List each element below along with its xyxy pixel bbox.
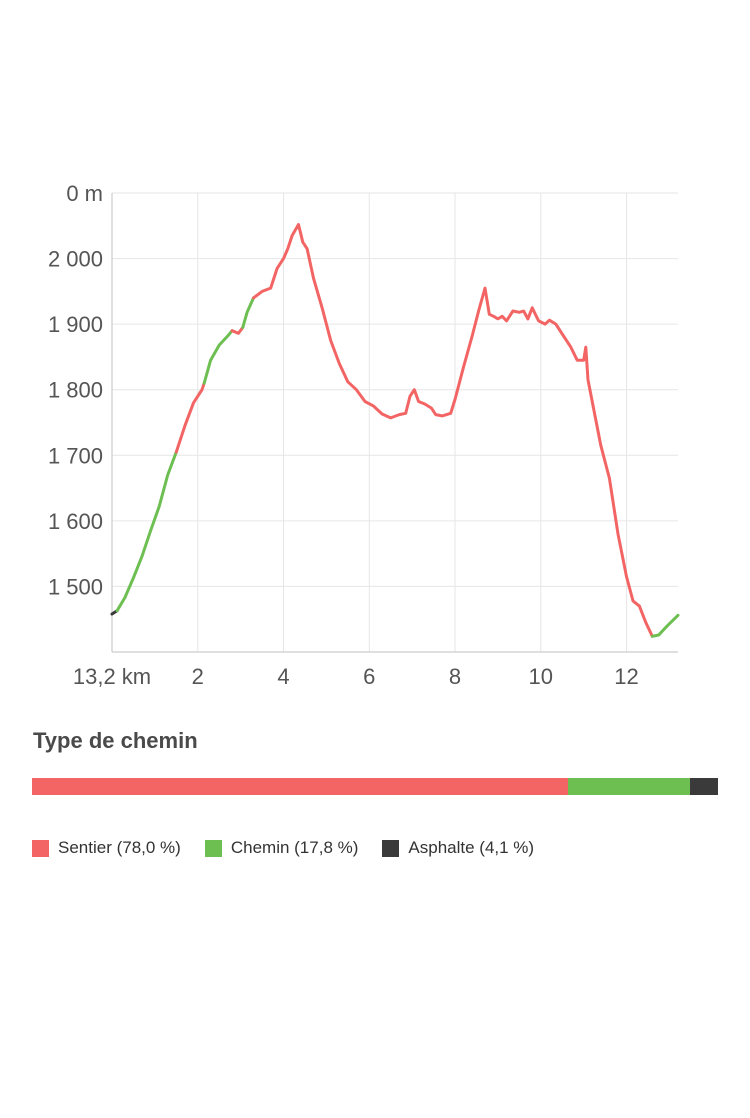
x-tick-label: 2 bbox=[192, 664, 204, 689]
elevation-line bbox=[110, 223, 680, 638]
legend-label: Chemin (17,8 %) bbox=[230, 838, 359, 857]
elevation-segment-sentier bbox=[230, 325, 245, 335]
x-tick-label: 4 bbox=[277, 664, 289, 689]
chart-grid bbox=[111, 192, 678, 653]
elevation-segment-sentier bbox=[174, 381, 206, 454]
legend-swatch bbox=[204, 839, 222, 857]
legend-label: Sentier (78,0 %) bbox=[58, 838, 181, 857]
elevation-segment-chemin bbox=[202, 329, 234, 385]
elevation-segment-chemin bbox=[115, 450, 178, 613]
path-type-bar-segment-chemin bbox=[567, 778, 690, 795]
path-type-title: Type de chemin bbox=[33, 728, 198, 753]
path-type-legend: Sentier (78,0 %) Chemin (17,8 %) Asphalte … bbox=[32, 838, 558, 858]
elevation-segment-sentier bbox=[252, 223, 654, 638]
y-tick-label: 1 800 bbox=[48, 378, 103, 403]
x-tick-label: 8 bbox=[449, 664, 461, 689]
legend-swatch bbox=[382, 839, 400, 857]
y-tick-label: 2 000 bbox=[48, 247, 103, 272]
path-type-bar-segment-asphalte bbox=[689, 778, 718, 795]
elevation-segment-chemin bbox=[650, 613, 680, 638]
x-tick-label: 12 bbox=[614, 664, 638, 689]
axis-labels: 0 m 2 000 1 900 1 800 1 700 1 600 1 500 2 4 6 8 10 1… bbox=[48, 181, 639, 689]
y-tick-label: 1 900 bbox=[48, 312, 103, 337]
x-tick-label: 6 bbox=[363, 664, 375, 689]
y-tick-label: 1 700 bbox=[48, 443, 103, 468]
legend-swatch bbox=[32, 839, 49, 857]
legend-label: Asphalte (4,1 %) bbox=[408, 838, 535, 857]
path-type-bar-segment-sentier bbox=[32, 778, 568, 795]
x-tick-label: 10 bbox=[529, 664, 553, 689]
y-unit-label: 0 m bbox=[66, 181, 103, 206]
legend-item-asphalte: Asphalte (4,1 %) bbox=[382, 838, 534, 858]
y-tick-label: 1 500 bbox=[48, 574, 103, 599]
legend-item-sentier: Sentier (78,0 %) bbox=[32, 838, 181, 858]
y-tick-label: 1 600 bbox=[48, 509, 103, 534]
legend-item-chemin: Chemin (17,8 %) bbox=[204, 838, 359, 858]
elevation-chart: 0 m 2 000 1 900 1 800 1 700 1 600 1 500 2 4 6 8 10 1… bbox=[48, 181, 680, 689]
x-unit-label: 13,2 km bbox=[73, 664, 151, 689]
elevation-segment-chemin bbox=[241, 296, 255, 329]
path-type-bar bbox=[32, 778, 718, 795]
